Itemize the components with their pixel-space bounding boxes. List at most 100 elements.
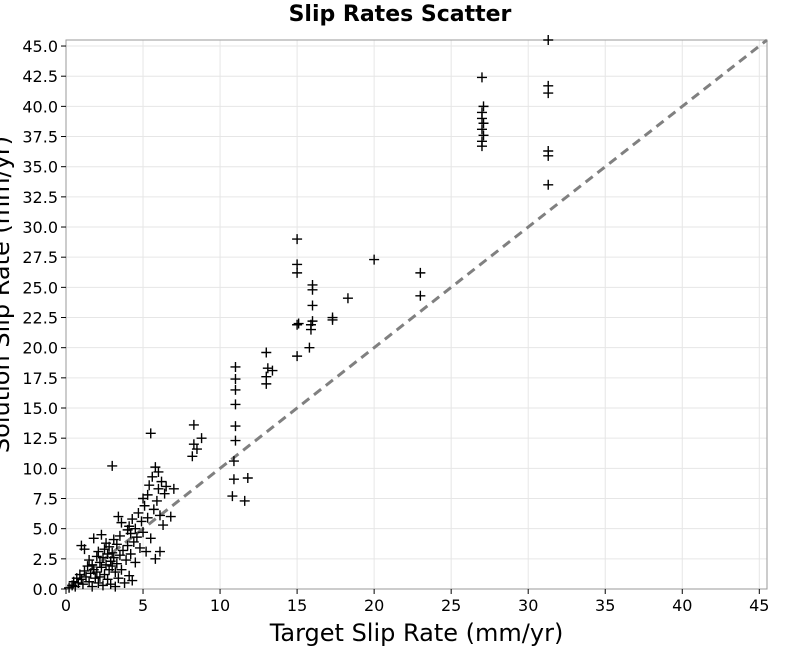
data-point [230,384,241,395]
data-point [292,234,303,245]
y-tick-label: 35.0 [22,158,58,177]
data-point [87,559,98,570]
data-point [145,533,156,544]
data-point [415,290,426,301]
data-point [145,428,156,439]
data-point [543,80,554,91]
data-point [96,562,107,573]
data-point [153,466,164,477]
data-point [154,546,165,557]
y-tick-label: 40.0 [22,97,58,116]
data-point [130,523,141,534]
data-point [230,435,241,446]
data-point [153,483,164,494]
data-point [476,124,487,135]
data-point [121,555,132,566]
data-point [292,319,303,330]
data-points [64,35,554,593]
data-point [139,500,150,511]
x-tick-label: 40 [672,596,692,615]
data-point [122,540,133,551]
data-point [142,512,153,523]
data-point [476,107,487,118]
y-tick-label: 32.5 [22,188,58,207]
reference-line [65,38,768,591]
data-point [151,495,162,506]
data-point [136,516,147,527]
x-tick-label: 35 [595,596,615,615]
data-point [125,528,136,539]
data-point [261,347,272,358]
y-tick-label: 2.5 [33,550,58,569]
data-point [127,514,138,525]
x-tick-label: 0 [61,596,71,615]
x-tick-label: 5 [138,596,148,615]
data-point [110,581,121,592]
data-point [138,527,149,538]
data-point [116,564,127,575]
data-point [261,371,272,382]
data-point [230,399,241,410]
data-point [543,35,554,45]
data-point [304,342,315,353]
data-point [148,504,159,515]
data-point [242,472,253,483]
data-point [159,488,170,499]
data-point [125,549,136,560]
data-point [131,532,142,543]
y-tick-label: 20.0 [22,339,58,358]
data-point [108,552,119,563]
data-point [144,480,155,491]
data-point [230,374,241,385]
data-point [97,580,108,591]
data-point [93,546,104,557]
x-tick-label: 25 [441,596,461,615]
x-tick-label: 45 [749,596,769,615]
data-point [82,561,93,572]
data-point [111,539,122,550]
y-tick-label: 10.0 [22,459,58,478]
y-tick-label: 12.5 [22,429,58,448]
data-point [188,419,199,430]
x-axis-title: Target Slip Rate (mm/yr) [269,619,564,647]
data-point [228,474,239,485]
y-tick-label: 27.5 [22,248,58,267]
data-point [307,279,318,290]
data-point [476,136,487,147]
x-axis-ticks: 0 5 10 15 20 25 30 35 40 45 [61,589,769,615]
data-point [293,318,304,329]
data-point [96,529,107,540]
data-point [196,433,207,444]
data-point [158,520,169,531]
data-point [107,460,118,471]
data-point [107,561,118,572]
y-tick-label: 37.5 [22,128,58,147]
data-point [292,351,303,362]
data-point [227,491,238,502]
data-point [150,553,161,564]
y-tick-label: 5.0 [33,520,58,539]
data-point [292,267,303,278]
data-point [161,481,172,492]
data-point [110,567,121,578]
x-tick-label: 20 [364,596,384,615]
data-point [543,179,554,190]
y-tick-label: 7.5 [33,490,58,509]
data-point [262,363,273,374]
data-point [127,575,138,586]
plot-frame [65,39,768,590]
y-tick-label: 22.5 [22,309,58,328]
data-point [119,577,130,588]
y-tick-label: 0.0 [33,580,58,599]
data-point [88,533,99,544]
data-point [369,254,380,265]
data-point [130,557,141,568]
y-tick-label: 17.5 [22,369,58,388]
data-point [342,293,353,304]
y-axis-title: Solution Slip Rate (mm/yr) [0,136,15,453]
data-point [228,456,239,467]
data-point [147,471,158,482]
data-point [239,495,250,506]
data-point [327,312,338,323]
data-point [168,483,179,494]
